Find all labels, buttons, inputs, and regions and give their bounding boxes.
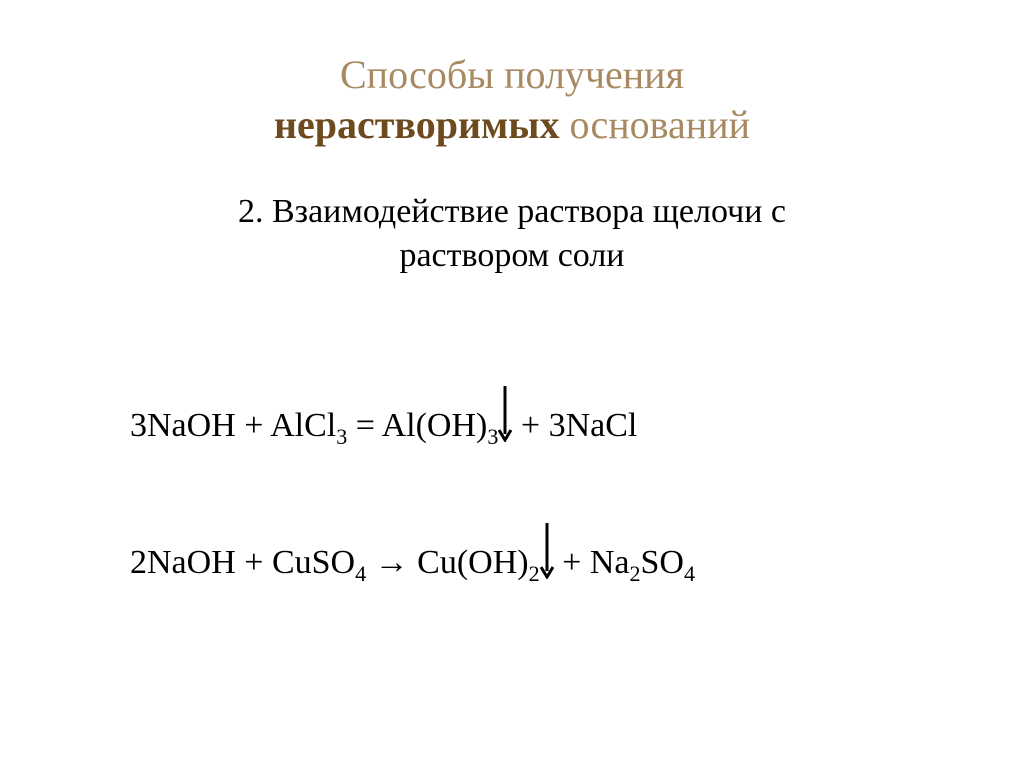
title-line1: Способы получения xyxy=(60,50,964,100)
slide-subtitle: 2. Взаимодействие раствора щелочи с раст… xyxy=(60,190,964,278)
equation-2: 2NaOH + CuSO4 → Cu(OH)2 + Na2SO4 xyxy=(130,515,695,582)
equation-1: 3NaOH + AlCl3 = Al(OH)3 + 3NaCl xyxy=(130,378,637,445)
title-line2-light: оснований xyxy=(560,102,751,147)
title-line2: нерастворимых оснований xyxy=(60,100,964,150)
subtitle-line1: 2. Взаимодействие раствора щелочи с xyxy=(238,193,786,230)
equations-block: 3NaOH + AlCl3 = Al(OH)3 + 3NaCl 2NaOH + … xyxy=(60,378,964,582)
equation-2-row: 2NaOH + CuSO4 → Cu(OH)2 + Na2SO4 xyxy=(130,515,964,582)
slide: Способы получения нерастворимых основани… xyxy=(0,0,1024,767)
precipitate-arrow-icon xyxy=(498,384,512,442)
equation-1-row: 3NaOH + AlCl3 = Al(OH)3 + 3NaCl xyxy=(130,378,964,445)
slide-title: Способы получения нерастворимых основани… xyxy=(60,50,964,150)
title-line2-bold: нерастворимых xyxy=(274,102,560,147)
precipitate-arrow-icon xyxy=(540,521,554,579)
subtitle-line2: раствором соли xyxy=(399,237,624,274)
